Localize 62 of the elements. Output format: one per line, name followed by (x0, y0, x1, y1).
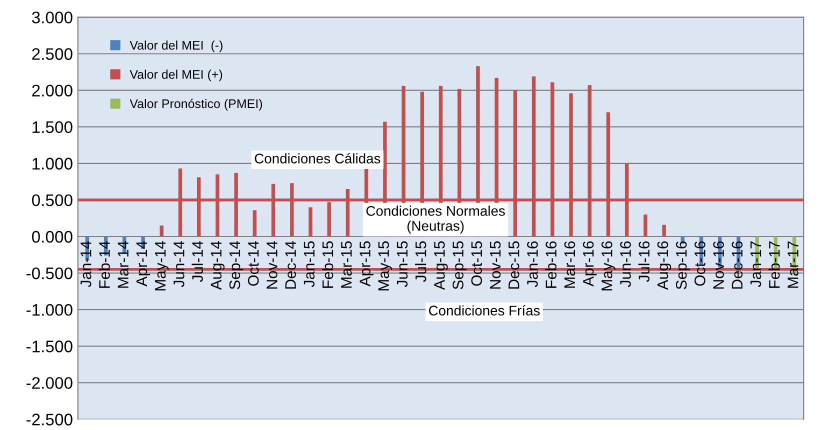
x-tick-label: Mar-15 (341, 241, 352, 288)
x-tick-label: Aug-14 (210, 241, 225, 290)
ref-line-label: Condiciones Frías (428, 305, 540, 316)
y-tick-label: -1.500 (26, 340, 72, 352)
x-tick-label: Sep-16 (676, 241, 690, 290)
x-tick-label: Nov-16 (713, 241, 724, 289)
x-tick-label: Oct-16 (694, 241, 706, 286)
bar (252, 210, 257, 236)
x-tick-label: Jun-16 (620, 241, 631, 288)
x-tick-label: Jul-16 (638, 241, 650, 282)
bar (308, 207, 312, 236)
annotation: Condiciones Normales (Neutras) (366, 206, 505, 234)
x-tick-label: Dec-15 (508, 241, 520, 289)
x-tick-label: May-14 (155, 241, 169, 290)
y-tick-label: 2.000 (32, 84, 72, 97)
y-tick-label: -2.500 (26, 414, 72, 426)
y-tick-label: 1.500 (32, 121, 72, 134)
x-tick-label: Jan-17 (750, 241, 762, 288)
x-tick-label: Mar-17 (788, 241, 798, 288)
x-tick-label: Apr-15 (360, 241, 374, 286)
x-tick-label: May-16 (602, 241, 616, 290)
x-tick-label: Sep-15 (452, 241, 466, 290)
x-tick-label: Nov-14 (266, 241, 278, 289)
x-tick-label: Jan-16 (527, 241, 538, 288)
x-tick-label: Jan-14 (80, 241, 92, 288)
bar (662, 224, 666, 236)
y-tick-label: 0.000 (32, 230, 72, 243)
y-tick-label: -0.500 (26, 267, 72, 280)
x-tick-label: Sep-14 (229, 241, 244, 290)
y-tick-label: -1.000 (26, 304, 72, 316)
x-tick-label: Apr-14 (136, 241, 150, 286)
x-tick-label: Aug-16 (657, 241, 672, 290)
x-tick-label: Dec-14 (285, 241, 296, 289)
x-tick-label: May-15 (378, 241, 392, 290)
x-tick-label: Jun-15 (396, 241, 408, 288)
x-tick-label: Jan-15 (304, 241, 315, 288)
x-tick-label: Feb-15 (322, 241, 334, 288)
x-tick-label: Jul-15 (415, 241, 426, 282)
x-tick-label: Jul-14 (192, 241, 203, 282)
x-tick-label: Feb-16 (545, 241, 556, 288)
x-tick-label: Aug-15 (434, 241, 448, 290)
x-tick-label: Mar-16 (564, 241, 576, 288)
x-tick-label: Feb-14 (98, 241, 110, 288)
x-tick-label: Feb-17 (768, 241, 780, 288)
y-tick-label: 3.000 (32, 12, 72, 24)
legend-label: Valor del MEI (-) (130, 40, 222, 52)
bar (160, 226, 164, 236)
y-tick-label: 1.000 (32, 158, 72, 170)
x-tick-label: Jun-14 (174, 241, 184, 288)
legend-label: Valor del MEI (+) (130, 70, 222, 82)
x-tick-label: Mar-14 (118, 241, 129, 288)
y-tick-label: -2.000 (26, 377, 72, 389)
legend-label: Valor Pronóstico (PMEI) (130, 98, 262, 111)
x-tick-label: Oct-15 (471, 241, 482, 286)
y-tick-label: 0.500 (32, 194, 72, 206)
x-tick-label: Apr-16 (582, 241, 597, 286)
x-tick-label: Oct-14 (248, 241, 259, 286)
x-tick-label: Nov-15 (490, 241, 501, 289)
ref-line-label: Condiciones Cálidas (254, 153, 380, 164)
x-tick-label: Dec-16 (732, 241, 743, 289)
y-tick-label: 2.500 (32, 48, 72, 60)
bar (644, 214, 648, 236)
